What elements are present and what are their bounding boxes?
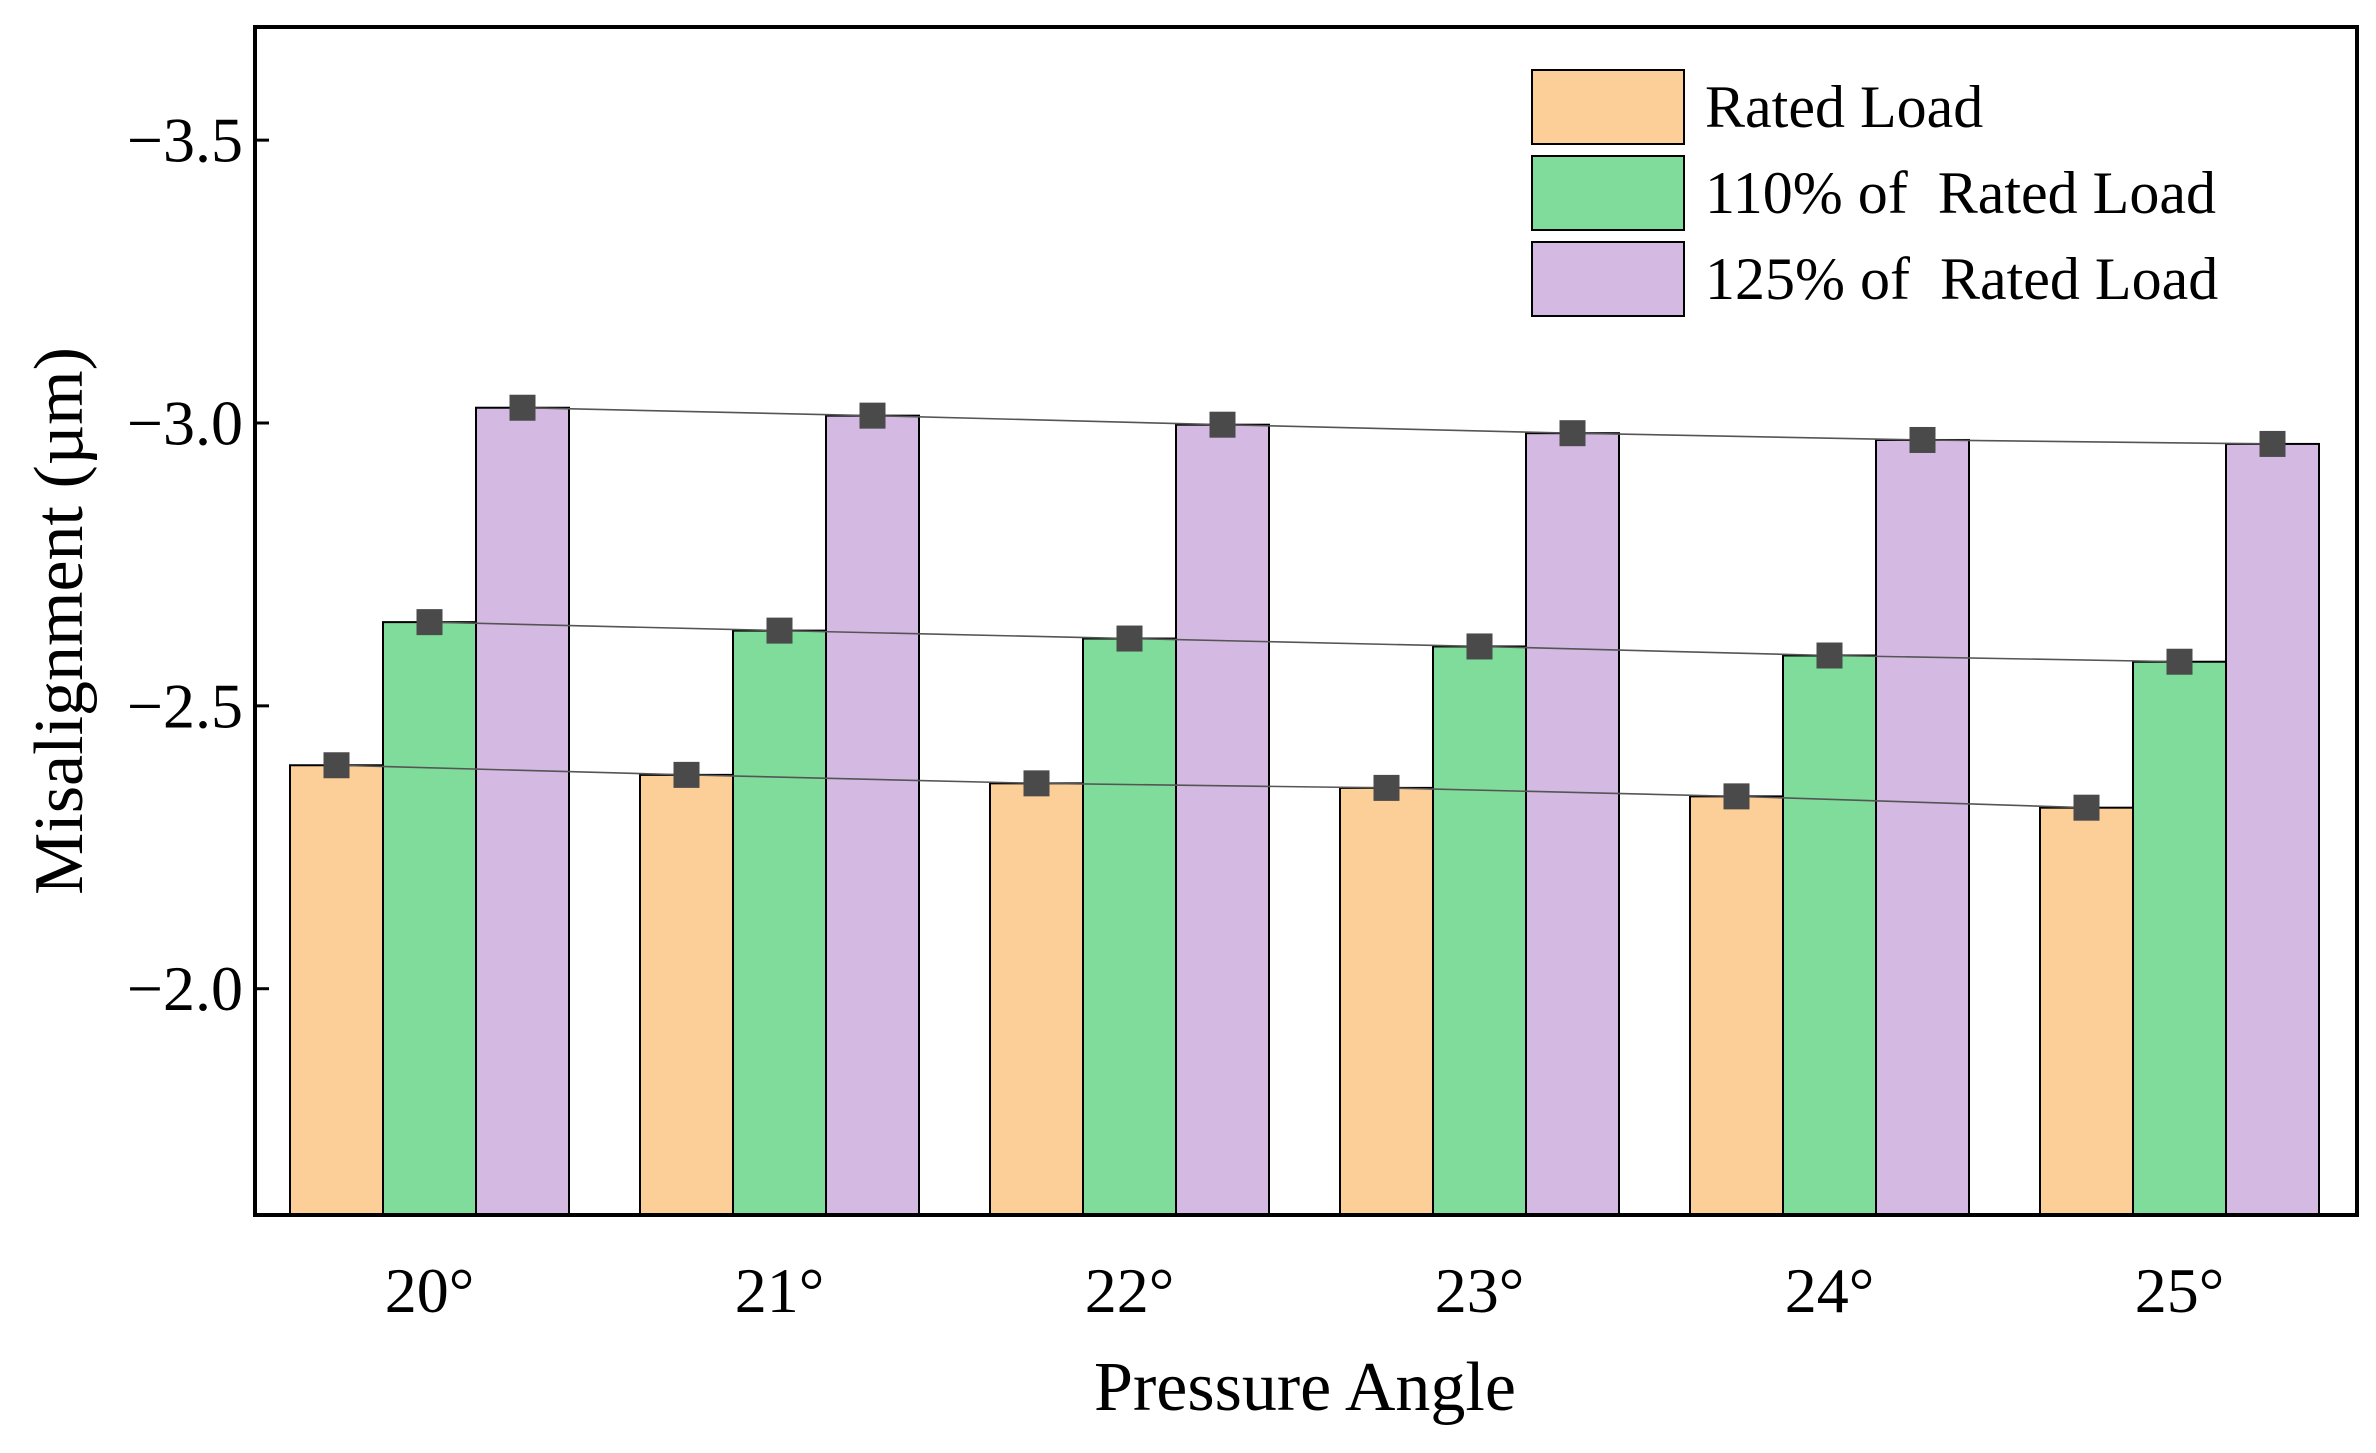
x-tick-label: 21° <box>735 1255 825 1326</box>
bar-2-20deg <box>382 621 477 1216</box>
bar-3-20deg <box>475 406 570 1216</box>
bar-1-22deg <box>989 782 1084 1216</box>
bar-2-23deg <box>1432 645 1527 1216</box>
marker-3-5 <box>1909 426 1936 453</box>
marker-2-1 <box>416 609 443 636</box>
legend-swatch-3 <box>1531 241 1685 317</box>
trend-line-series-1 <box>336 764 2087 809</box>
markers-layer <box>323 394 2286 821</box>
marker-3-3 <box>1209 411 1236 438</box>
x-tick-label: 20° <box>385 1255 475 1326</box>
y-tick-label: −2.5 <box>127 670 243 741</box>
axes-layer: −3.5 −3.0 −2.5 −2.0 20° 21° 22° 23° 24° 25° <box>127 105 2224 1326</box>
trend-lines-layer <box>336 406 2273 809</box>
x-axis-title: Pressure Angle <box>1094 1349 1516 1426</box>
marker-1-4 <box>1373 774 1400 801</box>
marker-1-6 <box>2073 794 2100 821</box>
marker-1-3 <box>1023 770 1050 797</box>
marker-3-6 <box>2259 430 2286 457</box>
marker-2-2 <box>766 617 793 644</box>
y-tick-label: −3.5 <box>127 105 243 176</box>
legend-swatch-2 <box>1531 155 1685 231</box>
bar-2-24deg <box>1782 654 1877 1216</box>
bar-1-21deg <box>639 773 734 1216</box>
x-tick-label: 24° <box>1785 1255 1875 1326</box>
bar-1-20deg <box>289 764 384 1216</box>
bar-3-25deg <box>2225 442 2320 1216</box>
y-tick-label: −2.0 <box>127 953 243 1024</box>
plot-frame <box>253 25 2359 1217</box>
bar-1-25deg <box>2039 806 2134 1217</box>
legend-swatch-1 <box>1531 69 1685 145</box>
marker-2-3 <box>1116 625 1143 652</box>
marker-1-1 <box>323 752 350 779</box>
y-axis-title: Misalignment (µm) <box>21 347 98 895</box>
legend: Rated Load 110% of Rated Load 125% of Rate… <box>1531 69 2218 317</box>
marker-2-4 <box>1466 633 1493 660</box>
trend-line-series-2 <box>429 621 2180 663</box>
x-tick-label: 25° <box>2135 1255 2225 1326</box>
trend-line-series-3 <box>522 406 2273 445</box>
legend-label-3: 125% of Rated Load <box>1705 246 2218 312</box>
legend-label-1: Rated Load <box>1705 74 1983 140</box>
marker-3-1 <box>509 394 536 421</box>
legend-label-2: 110% of Rated Load <box>1705 160 2216 226</box>
bar-3-23deg <box>1525 432 1620 1216</box>
x-tick-label: 22° <box>1085 1255 1175 1326</box>
marker-3-2 <box>859 402 886 429</box>
bar-1-24deg <box>1689 795 1784 1216</box>
marker-3-4 <box>1559 420 1586 447</box>
bars-layer <box>289 406 2320 1217</box>
bar-3-22deg <box>1175 423 1270 1216</box>
marker-2-5 <box>1816 642 1843 669</box>
bar-3-21deg <box>825 414 920 1217</box>
x-tick-label: 23° <box>1435 1255 1525 1326</box>
bar-2-25deg <box>2132 660 2227 1216</box>
y-tick-label: −3.0 <box>127 388 243 459</box>
bar-2-22deg <box>1082 637 1177 1216</box>
marker-2-6 <box>2166 648 2193 675</box>
bar-3-24deg <box>1875 438 1970 1216</box>
marker-1-2 <box>673 761 700 788</box>
bar-1-23deg <box>1339 786 1434 1217</box>
bar-2-21deg <box>732 629 827 1216</box>
marker-1-5 <box>1723 783 1750 810</box>
